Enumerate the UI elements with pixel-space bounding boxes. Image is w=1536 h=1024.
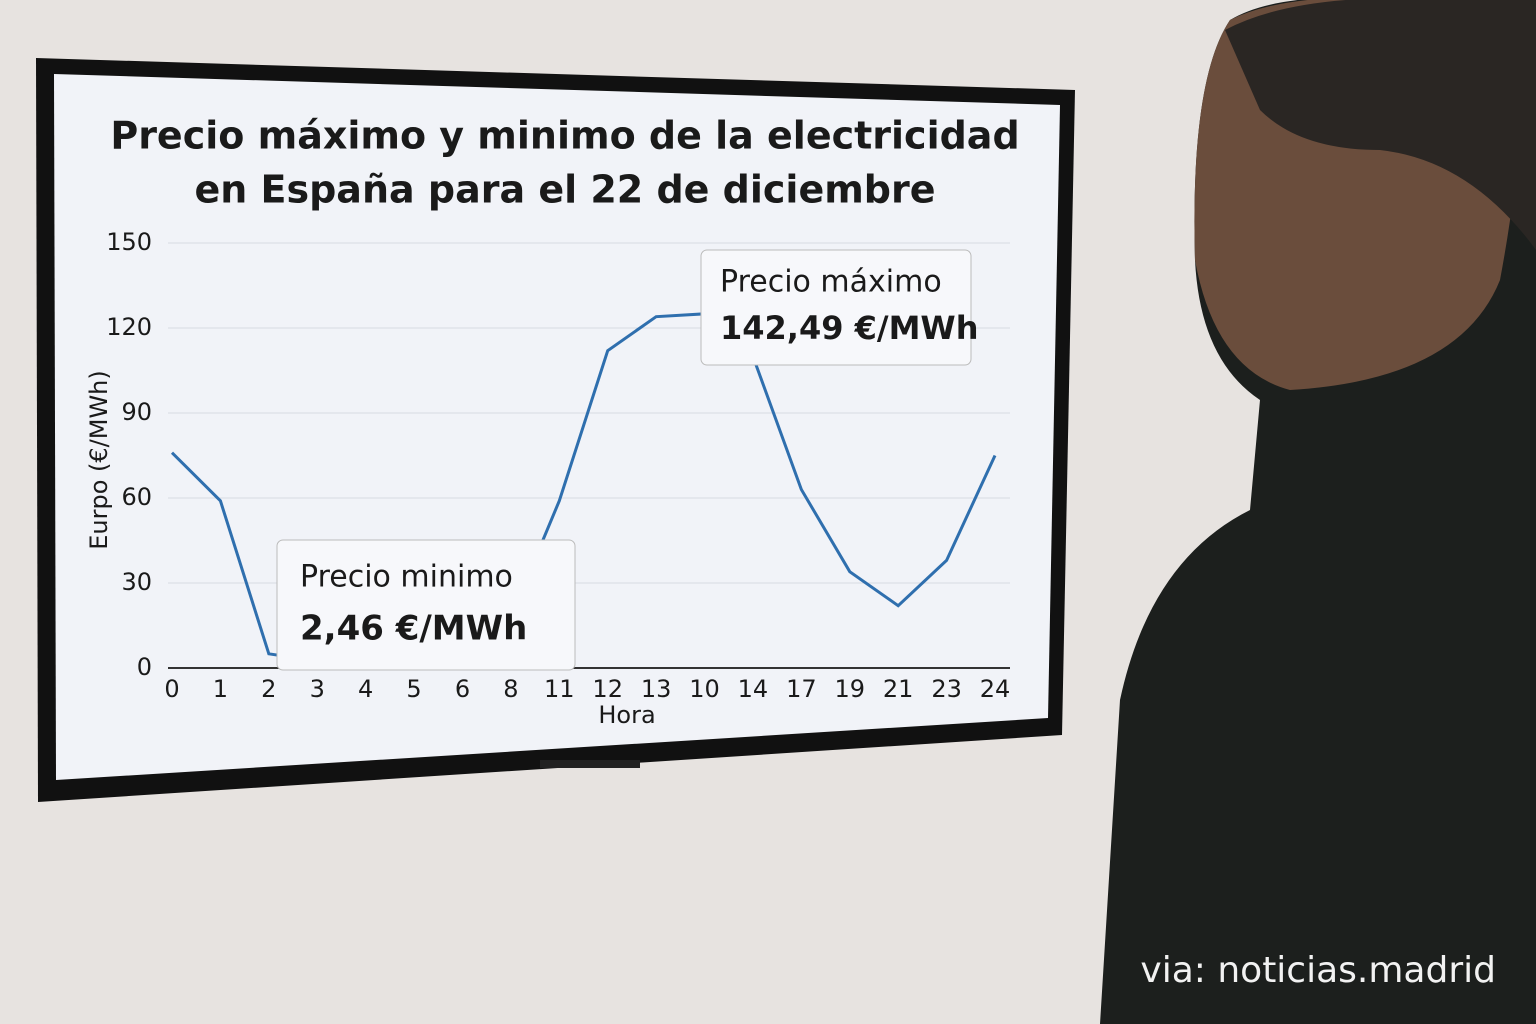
y-tick-label: 90 (121, 398, 152, 426)
x-tick-label: 12 (592, 675, 623, 703)
y-tick-label: 0 (137, 653, 152, 681)
person-hair (1225, 0, 1536, 250)
annotation-label: Precio máximo (720, 265, 942, 300)
chart-title: Precio máximo y minimo de la electricida… (110, 114, 1019, 158)
annotation-box (700, 249, 972, 366)
tv-foot (540, 760, 640, 768)
x-tick-label: 19 (834, 675, 865, 703)
chart-title: en España para el 22 de diciembre (194, 168, 935, 212)
x-tick-label: 3 (310, 675, 325, 703)
x-tick-label: 17 (786, 675, 817, 703)
annotation-value: 2,46 €/MWh (300, 609, 527, 649)
x-tick-label: 21 (883, 675, 914, 703)
x-tick-label: 5 (406, 675, 421, 703)
y-axis-label: Eurpo (€/MWh) (85, 370, 113, 550)
x-tick-label: 1 (213, 675, 228, 703)
x-tick-label: 11 (544, 675, 575, 703)
y-tick-label: 30 (121, 568, 152, 596)
x-tick-label: 4 (358, 675, 373, 703)
x-tick-label: 14 (738, 675, 769, 703)
x-axis-label: Hora (598, 701, 655, 729)
watermark: via: noticias.madrid (1140, 950, 1496, 991)
x-tick-label: 23 (931, 675, 962, 703)
x-tick-label: 2 (261, 675, 276, 703)
y-tick-label: 150 (106, 228, 152, 256)
x-tick-label: 6 (455, 675, 470, 703)
y-tick-label: 60 (121, 483, 152, 511)
x-tick-label: 13 (641, 675, 672, 703)
x-tick-label: 0 (164, 675, 179, 703)
annotation-value: 142,49 €/MWh (720, 309, 979, 347)
y-tick-label: 120 (106, 313, 152, 341)
x-tick-label: 10 (689, 675, 720, 703)
x-tick-label: 8 (503, 675, 518, 703)
annotation-box (276, 539, 576, 671)
x-tick-label: 24 (980, 675, 1011, 703)
annotation-label: Precio minimo (300, 560, 513, 595)
